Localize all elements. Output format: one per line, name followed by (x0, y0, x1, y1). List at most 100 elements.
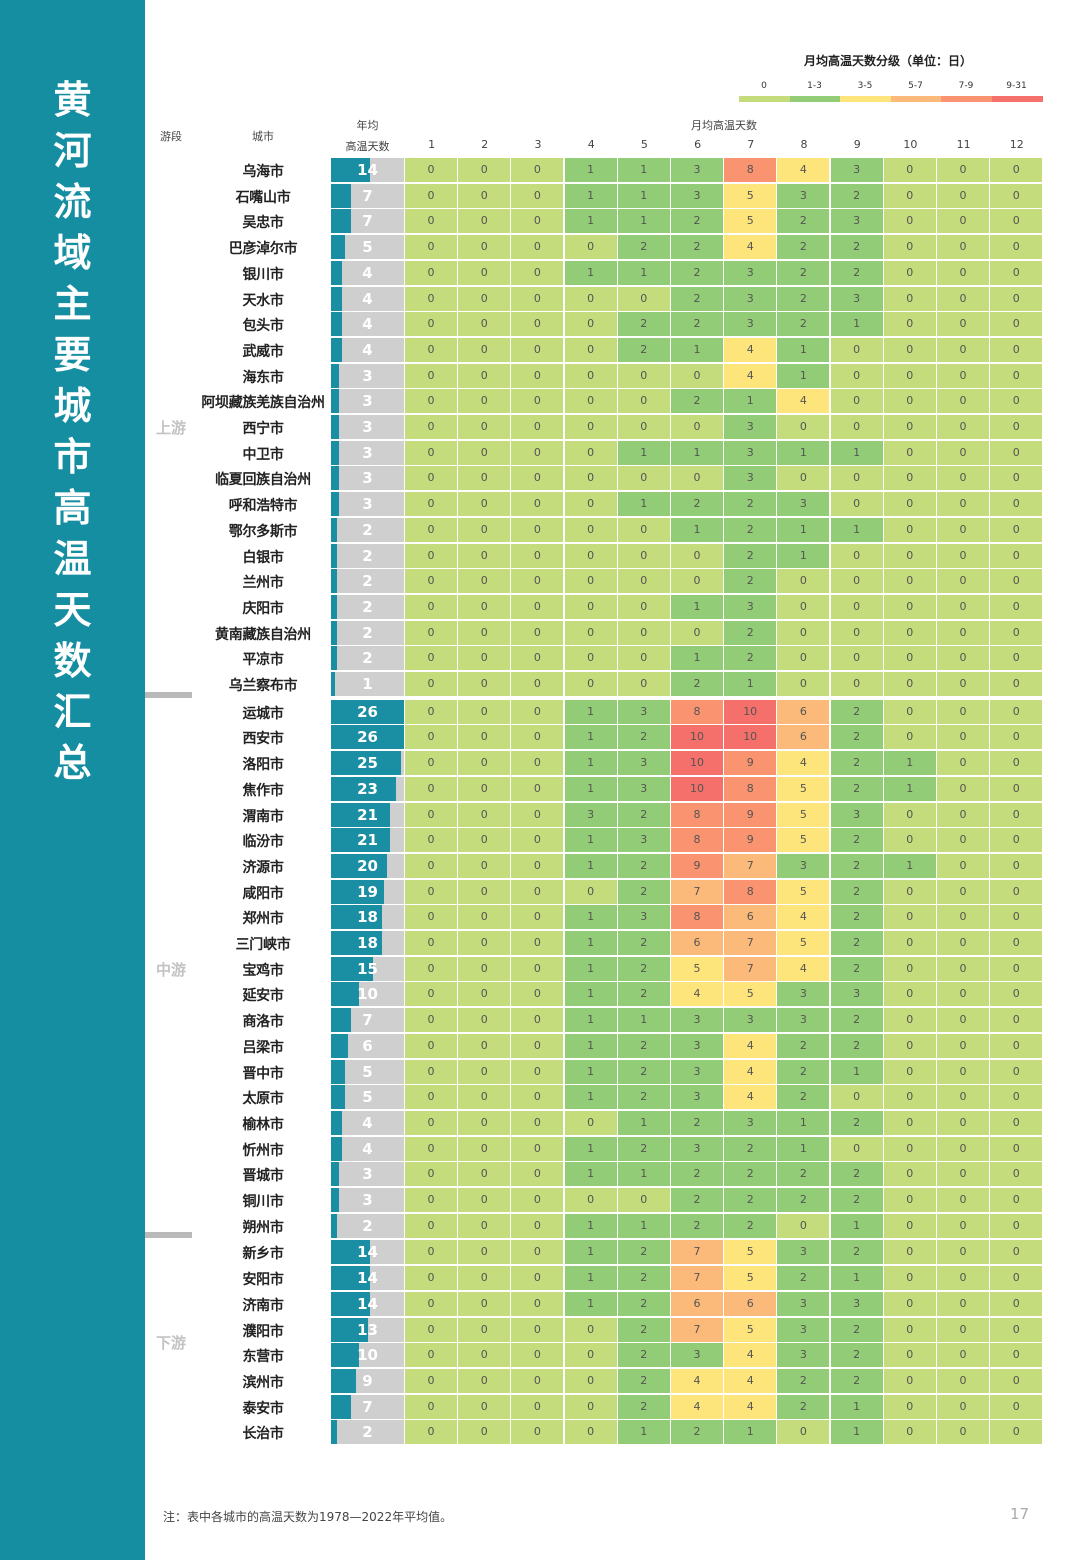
heatmap-cell: 2 (830, 725, 883, 750)
heatmap-cell: 0 (937, 1059, 989, 1084)
city-label: 太原市 (242, 1091, 284, 1108)
heatmap-cell: 0 (458, 620, 511, 645)
annual-bar-value: 3 (362, 1191, 373, 1209)
heatmap-cell: 0 (937, 1240, 989, 1265)
annual-bar-value: 7 (362, 1011, 373, 1030)
annual-bar-fill (331, 725, 404, 750)
heatmap-cell: 0 (458, 260, 511, 285)
heatmap-cell: 0 (458, 1240, 511, 1265)
annual-bar-fill (331, 440, 340, 465)
city-label: 东营市 (242, 1349, 284, 1366)
heatmap-cell: 3 (724, 1008, 777, 1033)
month-header: 7 (747, 138, 755, 151)
heatmap-cell: 7 (724, 853, 777, 878)
page-title-char: 温 (53, 537, 92, 581)
annual-bar-fill (331, 235, 346, 260)
heatmap-cell: 0 (937, 982, 989, 1007)
heatmap-cell: 0 (830, 569, 883, 594)
annual-bar-value: 14 (357, 1269, 378, 1288)
heatmap-cell: 2 (830, 1008, 883, 1033)
city-label: 泰安市 (242, 1400, 284, 1417)
annual-bar-value: 2 (362, 649, 373, 668)
heatmap-cell: 0 (458, 1033, 511, 1058)
annual-bar-value: 2 (362, 1423, 373, 1442)
heatmap-cell: 0 (405, 1420, 457, 1445)
city-label: 海东市 (242, 369, 284, 386)
heatmap-cell: 0 (617, 646, 670, 671)
annual-bar: 4 (331, 286, 404, 311)
annual-bar: 2 (331, 646, 404, 671)
annual-bar-fill (331, 1033, 348, 1058)
annual-bar-value: 2 (362, 1216, 373, 1235)
annual-bar: 7 (331, 183, 404, 208)
annual-bar-fill (331, 931, 382, 955)
heatmap-cell: 10 (671, 751, 723, 776)
annual-bar-fill (331, 646, 337, 671)
heatmap-cell: 5 (724, 209, 777, 234)
heatmap-cell: 2 (671, 235, 723, 260)
heatmap-cell: 0 (937, 956, 989, 981)
heatmap-cell: 0 (937, 286, 989, 311)
heatmap-cell: 5 (724, 1240, 777, 1265)
heatmap-cell: 0 (458, 235, 511, 260)
heatmap-cell: 3 (777, 1317, 830, 1342)
heatmap-cell: 0 (458, 672, 511, 696)
annual-bar: 2 (331, 594, 404, 619)
annual-bar-fill (331, 1213, 337, 1238)
heatmap-cell: 0 (458, 776, 511, 801)
heatmap-cell: 0 (937, 802, 989, 827)
annual-bar: 7 (331, 1008, 404, 1033)
annual-bar: 18 (331, 931, 404, 955)
heatmap-cell: 0 (564, 286, 617, 311)
heatmap-cell: 2 (830, 260, 883, 285)
heatmap-cell: 0 (405, 1033, 457, 1058)
heatmap-cell: 3 (724, 415, 777, 439)
heatmap-cell: 0 (458, 337, 511, 362)
heatmap-cell: 10 (671, 776, 723, 801)
month-header: 11 (956, 138, 971, 151)
heatmap-cell: 0 (830, 389, 883, 414)
annual-bar-value: 3 (362, 469, 373, 488)
heatmap-cell: 0 (883, 286, 936, 311)
heatmap-cell: 0 (458, 158, 511, 182)
heatmap-cell: 0 (564, 1188, 617, 1212)
heatmap-cell: 0 (617, 517, 670, 542)
heatmap-cell: 0 (564, 620, 617, 645)
annual-bar-value: 4 (362, 315, 373, 334)
heatmap-cell: 0 (458, 699, 511, 724)
heatmap-cell: 4 (724, 1033, 777, 1058)
heatmap-cell: 1 (564, 1213, 617, 1238)
heatmap-cell: 0 (458, 594, 511, 619)
heatmap-cell: 0 (937, 1085, 989, 1110)
segment-label: 中游 (155, 960, 186, 979)
heatmap-cell: 2 (617, 982, 670, 1007)
heatmap-cell: 0 (990, 183, 1043, 208)
heatmap-cell: 1 (671, 517, 723, 542)
heatmap-cell: 0 (405, 1188, 457, 1212)
heatmap-cell: 0 (671, 569, 723, 594)
heatmap-cell: 8 (671, 905, 723, 930)
heatmap-cell: 1 (830, 517, 883, 542)
heatmap-cell: 0 (511, 853, 564, 878)
heatmap-cell: 0 (458, 879, 511, 904)
heatmap-cell: 0 (511, 183, 564, 208)
heatmap-cell: 0 (937, 492, 989, 517)
city-label: 长治市 (242, 1426, 284, 1443)
heatmap-cell: 2 (777, 1394, 830, 1419)
heatmap-cell: 0 (405, 209, 457, 234)
city-label: 榆林市 (242, 1116, 284, 1133)
heatmap-cell: 3 (671, 1033, 723, 1058)
heatmap-cell: 8 (724, 879, 777, 904)
heatmap-cell: 0 (990, 620, 1043, 645)
heatmap-cell: 0 (511, 828, 564, 853)
heatmap-cell: 0 (511, 1240, 564, 1265)
heatmap-cell: 0 (937, 389, 989, 414)
heatmap-cell: 0 (937, 725, 989, 750)
heatmap-cell: 0 (990, 1420, 1043, 1445)
heatmap-cell: 0 (883, 517, 936, 542)
city-label: 西安市 (242, 731, 284, 748)
annual-bar-value: 3 (362, 392, 373, 411)
heatmap-cell: 0 (990, 1368, 1043, 1393)
legend-swatch (991, 96, 1043, 102)
page-title-char: 黄 (53, 78, 92, 122)
